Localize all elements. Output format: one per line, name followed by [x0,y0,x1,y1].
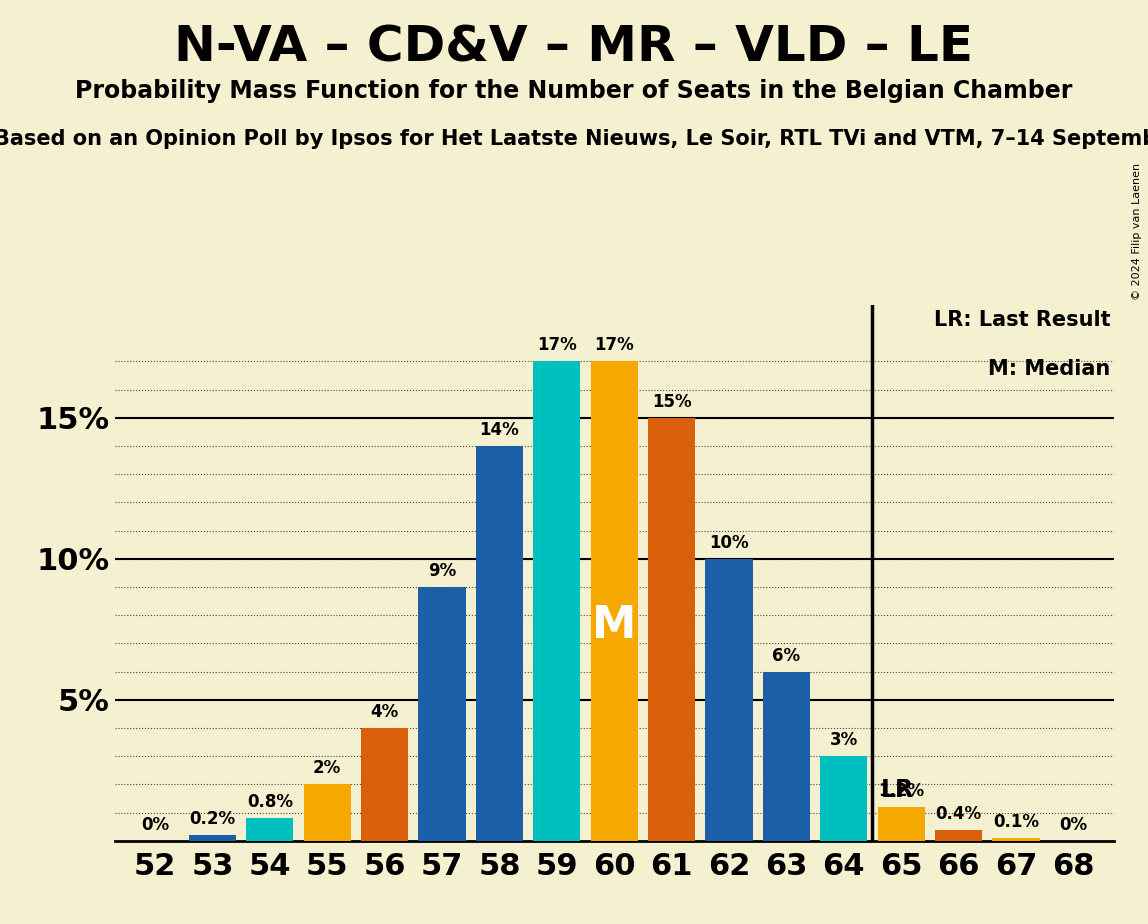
Bar [247,819,294,841]
Bar [591,361,638,841]
Bar [877,807,924,841]
Text: 0.8%: 0.8% [247,793,293,811]
Bar [762,672,810,841]
Text: 4%: 4% [371,703,398,721]
Text: 6%: 6% [773,647,800,664]
Text: N-VA – CD&V – MR – VLD – LE: N-VA – CD&V – MR – VLD – LE [174,23,974,71]
Text: LR: Last Result: LR: Last Result [934,310,1111,330]
Text: M: Median: M: Median [988,359,1111,379]
Bar [992,838,1039,841]
Bar [362,728,409,841]
Text: 17%: 17% [595,336,634,354]
Text: 9%: 9% [428,562,456,580]
Text: 15%: 15% [652,393,691,410]
Text: © 2024 Filip van Laenen: © 2024 Filip van Laenen [1132,163,1142,299]
Bar [821,756,867,841]
Text: M: M [592,603,636,647]
Text: 10%: 10% [709,534,748,552]
Text: LR: LR [882,778,914,802]
Bar [705,559,752,841]
Text: 0.1%: 0.1% [993,813,1039,831]
Text: 0.4%: 0.4% [936,805,982,822]
Text: Probability Mass Function for the Number of Seats in the Belgian Chamber: Probability Mass Function for the Number… [76,79,1072,103]
Bar [304,784,351,841]
Text: 0%: 0% [1060,816,1087,833]
Text: Based on an Opinion Poll by Ipsos for Het Laatste Nieuws, Le Soir, RTL TVi and V: Based on an Opinion Poll by Ipsos for He… [0,129,1148,150]
Text: 2%: 2% [313,760,341,777]
Bar [934,830,982,841]
Text: 0.2%: 0.2% [189,810,235,828]
Text: 1.2%: 1.2% [878,782,924,800]
Bar [647,418,695,841]
Bar [475,446,523,841]
Bar [188,835,236,841]
Text: 0%: 0% [141,816,169,833]
Text: 14%: 14% [480,421,519,439]
Text: 17%: 17% [537,336,576,354]
Bar [418,587,465,841]
Bar [534,361,581,841]
Text: 3%: 3% [830,731,858,749]
